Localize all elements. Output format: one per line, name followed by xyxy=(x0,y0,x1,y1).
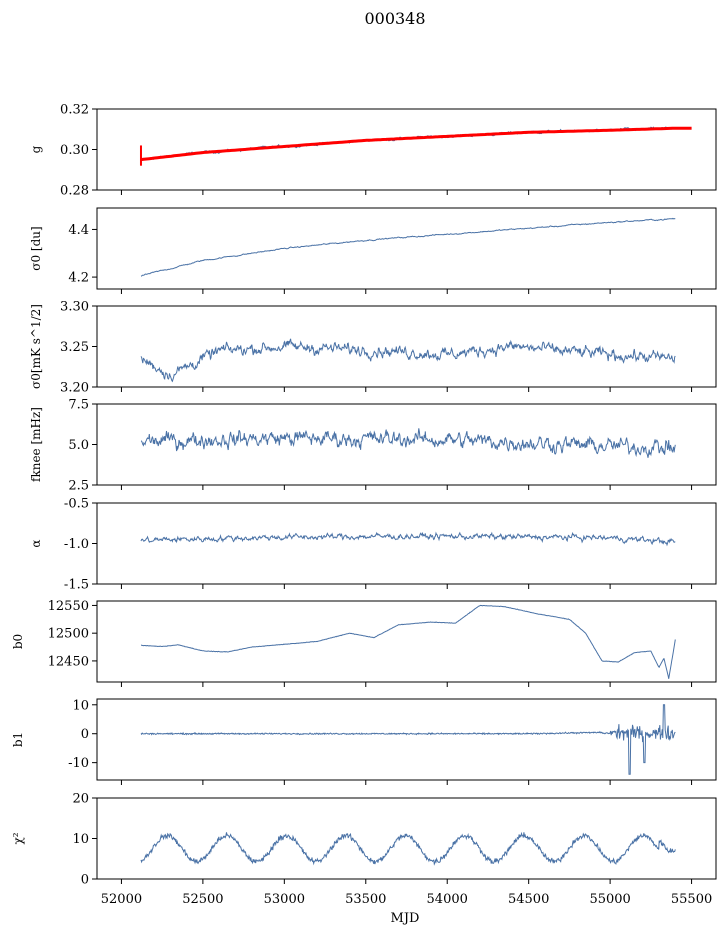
y-axis-label: σ0[mK s^1/2] xyxy=(29,304,43,389)
x-tick-label: 55500 xyxy=(671,892,712,907)
y-tick-label: 2.5 xyxy=(68,479,89,494)
y-tick-label: 0 xyxy=(81,727,89,742)
y-tick-label: 0.32 xyxy=(60,103,89,118)
panel-8: 0 10 20 χ² xyxy=(11,792,717,888)
series-line xyxy=(140,217,676,277)
panel-6: 12450 12500 12550 b0 xyxy=(11,599,717,687)
x-axis: 52000 52500 53000 53500 54000 54500 55000 55500 xyxy=(101,892,712,907)
series-line xyxy=(140,531,676,547)
x-tick-label: 53500 xyxy=(345,892,386,907)
series-line xyxy=(140,831,676,866)
y-tick-label: 3.25 xyxy=(60,340,89,355)
panel-frame xyxy=(96,305,717,388)
y-tick-label: 0 xyxy=(81,873,89,888)
y-tick-label: 3.30 xyxy=(60,300,89,315)
series-line xyxy=(140,704,676,775)
panel-frame xyxy=(96,108,717,191)
y-tick-label: 10 xyxy=(72,832,89,847)
y-tick-label: -0.5 xyxy=(64,497,89,512)
x-tick-label: 54500 xyxy=(508,892,549,907)
y-tick-label: 7.5 xyxy=(68,398,89,413)
panel-frame xyxy=(96,502,717,585)
y-axis-label: b1 xyxy=(11,732,25,747)
y-tick-label: -1.5 xyxy=(64,578,89,593)
panels: 0.28 0.30 0.32 g 4.2 4.4 σ0 [du] 3.20 3.25 3.30 σ0… xyxy=(11,103,717,888)
fit-line xyxy=(140,126,692,162)
y-tick-label: 5.0 xyxy=(68,438,89,453)
x-tick-label: 52000 xyxy=(101,892,142,907)
y-axis-label: fknee [mHz] xyxy=(29,407,43,482)
y-tick-label: 12550 xyxy=(48,599,89,614)
figure-title: 000348 xyxy=(364,9,425,28)
series-line xyxy=(140,338,676,383)
panel-4: 2.5 5.0 7.5 fknee [mHz] xyxy=(29,398,717,494)
y-axis-label: α xyxy=(29,539,43,547)
panel-frame xyxy=(96,600,717,683)
y-tick-label: 12450 xyxy=(48,654,89,669)
panel-frame xyxy=(96,797,717,880)
x-tick-label: 53000 xyxy=(264,892,305,907)
x-tick-label: 55000 xyxy=(589,892,630,907)
y-tick-label: 12500 xyxy=(48,627,89,642)
y-axis-label: χ² xyxy=(11,832,25,844)
panel-frame xyxy=(96,698,717,781)
panel-1: 0.28 0.30 0.32 g xyxy=(29,103,717,199)
y-tick-label: 0.28 xyxy=(60,184,89,199)
y-tick-label: 4.2 xyxy=(68,271,89,286)
y-axis-label: σ0 [du] xyxy=(29,226,43,270)
y-axis-label: g xyxy=(29,145,43,153)
series-line xyxy=(140,604,676,679)
panel-7: -10 0 10 b1 xyxy=(11,698,717,785)
panel-3: 3.20 3.25 3.30 σ0[mK s^1/2] xyxy=(29,300,717,396)
panel-frame xyxy=(96,207,717,290)
series-line xyxy=(140,428,676,458)
y-tick-label: 0.30 xyxy=(60,143,89,158)
y-tick-label: 10 xyxy=(72,698,89,713)
y-tick-label: 20 xyxy=(72,792,89,807)
x-tick-label: 54000 xyxy=(427,892,468,907)
panel-5: -1.5 -1.0 -0.5 α xyxy=(29,497,717,593)
y-tick-label: 3.20 xyxy=(60,381,89,396)
y-tick-label: 4.4 xyxy=(68,223,89,238)
y-tick-label: -10 xyxy=(68,756,89,771)
x-tick-label: 52500 xyxy=(182,892,223,907)
y-tick-label: -1.0 xyxy=(64,537,89,552)
panel-2: 4.2 4.4 σ0 [du] xyxy=(29,207,717,294)
x-axis-label: MJD xyxy=(391,911,420,926)
y-axis-label: b0 xyxy=(11,634,25,649)
